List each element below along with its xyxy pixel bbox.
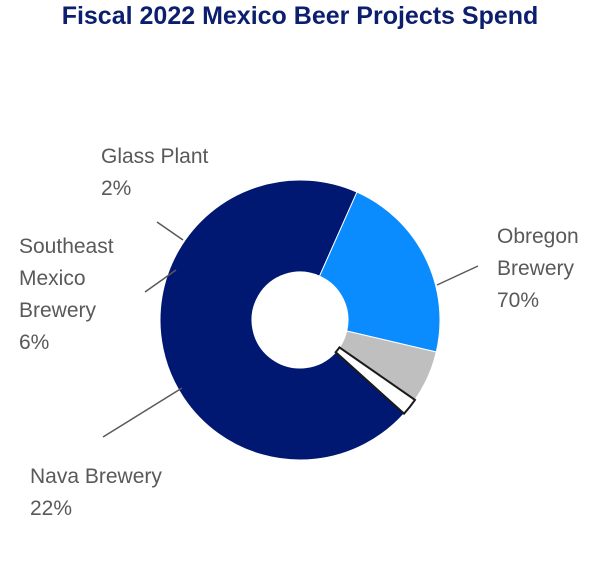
leader-line-obregon-brewery (436, 265, 479, 286)
slice-obregon-brewery (159, 179, 405, 461)
data-label-glass-plant: Glass Plant 2% (101, 145, 209, 200)
slice-nava-brewery (318, 191, 441, 353)
slice-glass-plant (334, 346, 417, 416)
data-label-nava-brewery: Nava Brewery 22% (30, 465, 162, 520)
leader-line-nava-brewery (102, 387, 183, 438)
leader-line-glass-plant (156, 221, 184, 241)
data-label-obregon-brewery: Obregon Brewery 70% (497, 225, 579, 312)
leader-line-southeast-mexico-brewery (144, 269, 177, 293)
chart-title: Fiscal 2022 Mexico Beer Projects Spend (61, 2, 539, 30)
data-label-southeast-mexico-brewery: Southeast Mexico Brewery 6% (19, 235, 114, 354)
